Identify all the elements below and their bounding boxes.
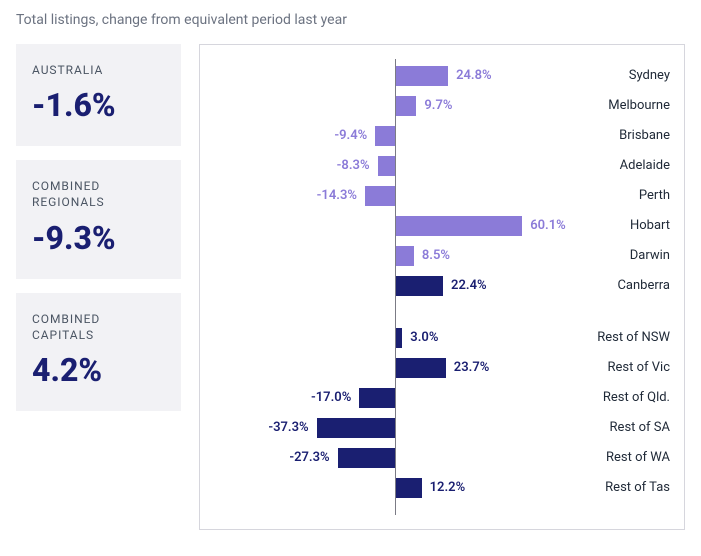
bar (396, 276, 443, 296)
value-label: 22.4% (451, 278, 487, 293)
bar (396, 216, 522, 236)
stats-column: AUSTRALIA -1.6% COMBINED REGIONALS -9.3%… (16, 44, 181, 530)
bar (359, 388, 395, 408)
bar (317, 418, 395, 438)
chart-row: 23.7% Rest of Vic (200, 355, 684, 381)
chart-row: -37.3% Rest of SA (200, 415, 684, 441)
region-label: Rest of Vic (608, 360, 671, 375)
value-label: -9.4% (334, 128, 367, 143)
stat-combined-regionals: COMBINED REGIONALS -9.3% (16, 160, 181, 278)
value-label: -27.3% (289, 450, 329, 465)
value-label: 23.7% (454, 360, 490, 375)
stat-australia: AUSTRALIA -1.6% (16, 44, 181, 146)
stat-value: 4.2% (32, 351, 165, 389)
value-label: -37.3% (268, 420, 308, 435)
main-layout: AUSTRALIA -1.6% COMBINED REGIONALS -9.3%… (16, 44, 685, 530)
value-label: -14.3% (317, 188, 357, 203)
value-label: 60.1% (530, 218, 566, 233)
value-label: 3.0% (410, 330, 438, 345)
stat-value: -9.3% (32, 219, 165, 257)
chart-row: -14.3% Perth (200, 183, 684, 209)
chart-row: 60.1% Hobart (200, 213, 684, 239)
region-label: Hobart (630, 218, 670, 233)
region-label: Rest of SA (610, 420, 670, 435)
bar (396, 66, 448, 86)
value-label: 9.7% (424, 98, 452, 113)
region-label: Brisbane (619, 128, 670, 143)
value-label: 12.2% (430, 480, 466, 495)
region-label: Adelaide (620, 158, 670, 173)
value-label: -8.3% (337, 158, 370, 173)
bar (365, 186, 395, 206)
bar (396, 328, 402, 348)
region-label: Melbourne (608, 98, 670, 113)
bar (375, 126, 395, 146)
region-label: Darwin (630, 248, 670, 263)
stat-label: COMBINED CAPITALS (32, 311, 165, 343)
value-label: 24.8% (456, 68, 492, 83)
bar (378, 156, 395, 176)
bar (396, 478, 422, 498)
region-label: Canberra (617, 278, 670, 293)
value-label: 8.5% (422, 248, 450, 263)
bar (396, 96, 416, 116)
region-label: Rest of WA (606, 450, 670, 465)
chart-row: 3.0% Rest of NSW (200, 325, 684, 351)
stat-label: AUSTRALIA (32, 62, 165, 78)
region-label: Rest of NSW (597, 330, 670, 345)
bar (396, 358, 446, 378)
chart-row: -27.3% Rest of WA (200, 445, 684, 471)
chart-row: 22.4% Canberra (200, 273, 684, 299)
region-label: Sydney (629, 68, 670, 83)
chart-row: 8.5% Darwin (200, 243, 684, 269)
chart-row: 24.8% Sydney (200, 63, 684, 89)
chart-row: -17.0% Rest of Qld. (200, 385, 684, 411)
bar (396, 246, 414, 266)
value-label: -17.0% (311, 390, 351, 405)
chart-row: -9.4% Brisbane (200, 123, 684, 149)
chart-row: 9.7% Melbourne (200, 93, 684, 119)
stat-label: COMBINED REGIONALS (32, 178, 165, 210)
region-label: Perth (639, 188, 670, 203)
stat-value: -1.6% (32, 86, 165, 124)
chart-row: -8.3% Adelaide (200, 153, 684, 179)
region-label: Rest of Qld. (603, 390, 670, 405)
region-label: Rest of Tas (605, 480, 670, 495)
chart-title: Total listings, change from equivalent p… (16, 12, 685, 28)
bar-chart: 24.8% Sydney 9.7% Melbourne -9.4% Brisbane -8.… (199, 44, 685, 530)
stat-combined-capitals: COMBINED CAPITALS 4.2% (16, 293, 181, 411)
bar (338, 448, 395, 468)
chart-row: 12.2% Rest of Tas (200, 475, 684, 501)
